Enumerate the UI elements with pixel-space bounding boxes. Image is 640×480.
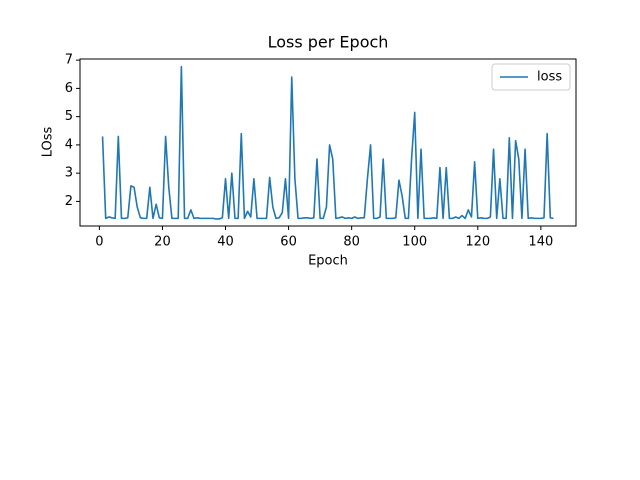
y-tick-label: 4: [65, 137, 73, 152]
x-tick-label: 40: [217, 235, 234, 250]
x-tick-label: 100: [402, 235, 427, 250]
y-tick-label: 3: [65, 166, 73, 181]
y-tick-label: 5: [65, 109, 73, 124]
series-line: [101, 65, 554, 220]
y-tick-label: 7: [65, 53, 73, 68]
y-axis-label: LOss: [41, 126, 56, 157]
x-tick-label: 80: [343, 235, 360, 250]
chart-title: Loss per Epoch: [268, 33, 389, 52]
x-tick-label: 20: [154, 235, 171, 250]
legend-box: [491, 63, 571, 91]
y-tick-label: 2: [65, 194, 73, 209]
x-axis-label: Epoch: [308, 254, 348, 269]
x-tick-label: 0: [95, 235, 103, 250]
y-tick-label: 6: [65, 81, 73, 96]
x-tick-label: 120: [465, 235, 490, 250]
legend-label: loss: [537, 70, 562, 85]
x-tick-label: 140: [528, 235, 553, 250]
axes-frame: [79, 58, 577, 227]
x-tick-label: 60: [280, 235, 297, 250]
